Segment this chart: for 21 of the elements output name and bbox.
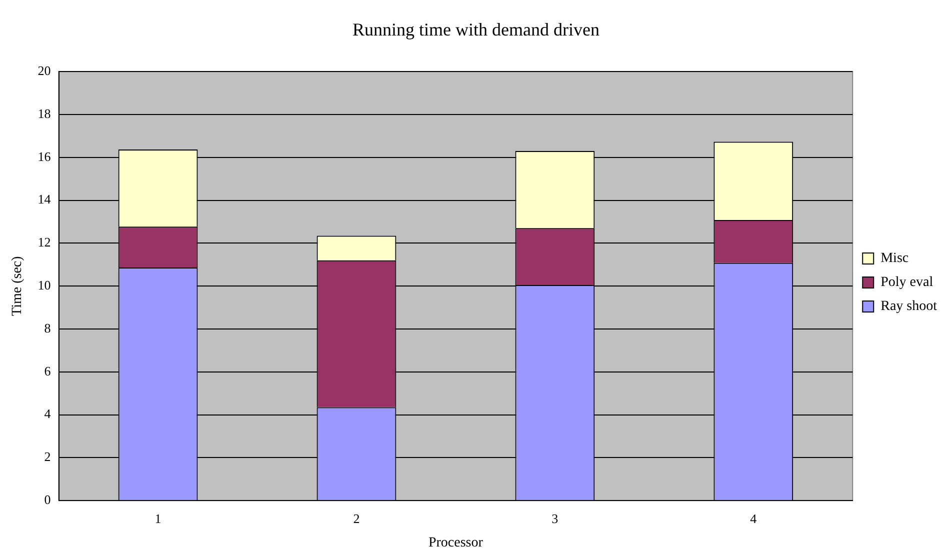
legend-label: Misc [880,251,909,266]
y-tick-label: 4 [44,406,52,422]
x-tick-label: 3 [552,510,558,526]
y-axis-title: Time (sec) [10,256,26,316]
y-tick-label: 0 [44,492,51,508]
legend-label: Poly eval [880,275,934,290]
x-tick-label: 4 [750,510,758,526]
chart-title: Running time with demand driven [352,20,600,40]
y-tick-label: 8 [44,320,51,336]
x-tick-label: 1 [154,510,162,526]
y-tick-label: 14 [38,192,52,207]
y-tick-label: 12 [38,234,51,250]
legend-label: Ray shoot [880,299,938,314]
y-tick-label: 18 [38,106,51,121]
y-tick-label: 10 [38,278,51,293]
y-tick-label: 2 [44,449,51,464]
y-tick-label: 6 [44,363,52,378]
y-tick-label: 20 [38,63,51,78]
x-axis-title: Processor [428,535,484,550]
y-tick-label: 16 [38,148,52,164]
x-tick-label: 2 [353,510,360,526]
